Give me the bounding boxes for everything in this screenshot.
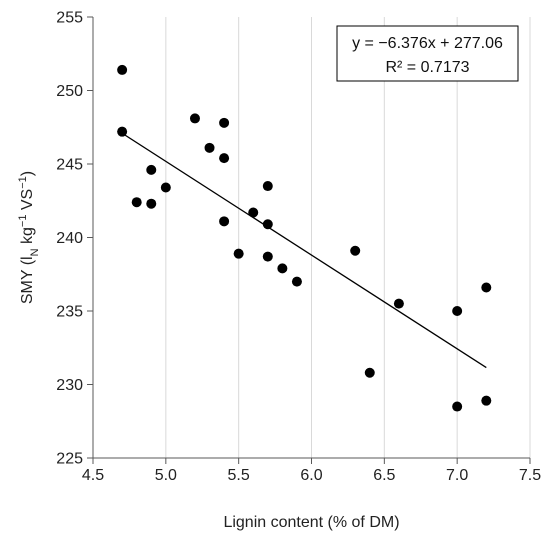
y-axis-title-sub: N bbox=[29, 248, 41, 256]
data-point bbox=[189, 113, 200, 124]
y-tick-label: 225 bbox=[56, 451, 83, 468]
y-tick-label: 255 bbox=[56, 10, 83, 27]
y-tick-label: 250 bbox=[56, 83, 83, 100]
y-axis-title: SMY (lN kg−1 VS−1) bbox=[17, 171, 41, 304]
x-tick-label: 7.5 bbox=[519, 467, 541, 484]
axes bbox=[87, 16, 531, 464]
data-point bbox=[219, 117, 230, 128]
data-point bbox=[131, 197, 142, 208]
trendline bbox=[121, 132, 487, 369]
y-tick-label: 240 bbox=[56, 230, 83, 247]
tick-labels: 4.5 5.0 5.5 6.0 6.5 7.0 7.5 225 230 235 240 245 250 2… bbox=[56, 10, 541, 485]
data-point bbox=[393, 298, 404, 309]
y-axis-title-sup1: −1 bbox=[17, 215, 29, 228]
data-point bbox=[219, 216, 230, 227]
data-point bbox=[248, 207, 259, 218]
data-point bbox=[204, 142, 215, 153]
data-point bbox=[481, 395, 492, 406]
data-point bbox=[452, 401, 463, 412]
data-points bbox=[117, 64, 492, 412]
data-point bbox=[364, 367, 375, 378]
data-point bbox=[117, 126, 128, 137]
x-tick-label: 7.0 bbox=[446, 467, 468, 484]
y-axis-title-sup2: −1 bbox=[17, 176, 29, 189]
y-axis-title-main: SMY (l bbox=[19, 256, 36, 304]
data-point bbox=[262, 181, 273, 192]
data-point bbox=[219, 153, 230, 164]
equation-text: y = −6.376x + 277.06 bbox=[352, 35, 503, 52]
r-squared-text: R² = 0.7173 bbox=[385, 59, 469, 76]
data-point bbox=[160, 182, 171, 193]
data-point bbox=[117, 64, 128, 75]
data-point bbox=[262, 219, 273, 230]
data-point bbox=[233, 248, 244, 259]
y-axis-title-mid: kg bbox=[19, 227, 36, 248]
x-tick-label: 5.0 bbox=[155, 467, 177, 484]
equation-box: y = −6.376x + 277.06 R² = 0.7173 bbox=[336, 25, 519, 82]
equation-box-frame bbox=[336, 25, 519, 82]
y-tick-label: 245 bbox=[56, 157, 83, 174]
data-point bbox=[262, 251, 273, 262]
y-tick-label: 230 bbox=[56, 377, 83, 394]
x-tick-label: 5.5 bbox=[228, 467, 250, 484]
data-point bbox=[350, 245, 361, 256]
y-tick-label: 235 bbox=[56, 304, 83, 321]
grid-lines bbox=[165, 17, 531, 458]
data-point bbox=[452, 306, 463, 316]
data-point bbox=[277, 263, 288, 274]
x-tick-label: 6.5 bbox=[373, 467, 395, 484]
x-axis-title: Lignin content (% of DM) bbox=[223, 514, 399, 531]
x-tick-label: 4.5 bbox=[82, 467, 104, 484]
data-point bbox=[146, 164, 157, 175]
y-axis-title-mid2: VS bbox=[19, 189, 36, 215]
x-tick-label: 6.0 bbox=[300, 467, 322, 484]
data-point bbox=[146, 198, 157, 209]
y-axis-title-end: ) bbox=[19, 171, 36, 176]
data-point bbox=[291, 276, 302, 287]
data-point bbox=[481, 282, 492, 293]
